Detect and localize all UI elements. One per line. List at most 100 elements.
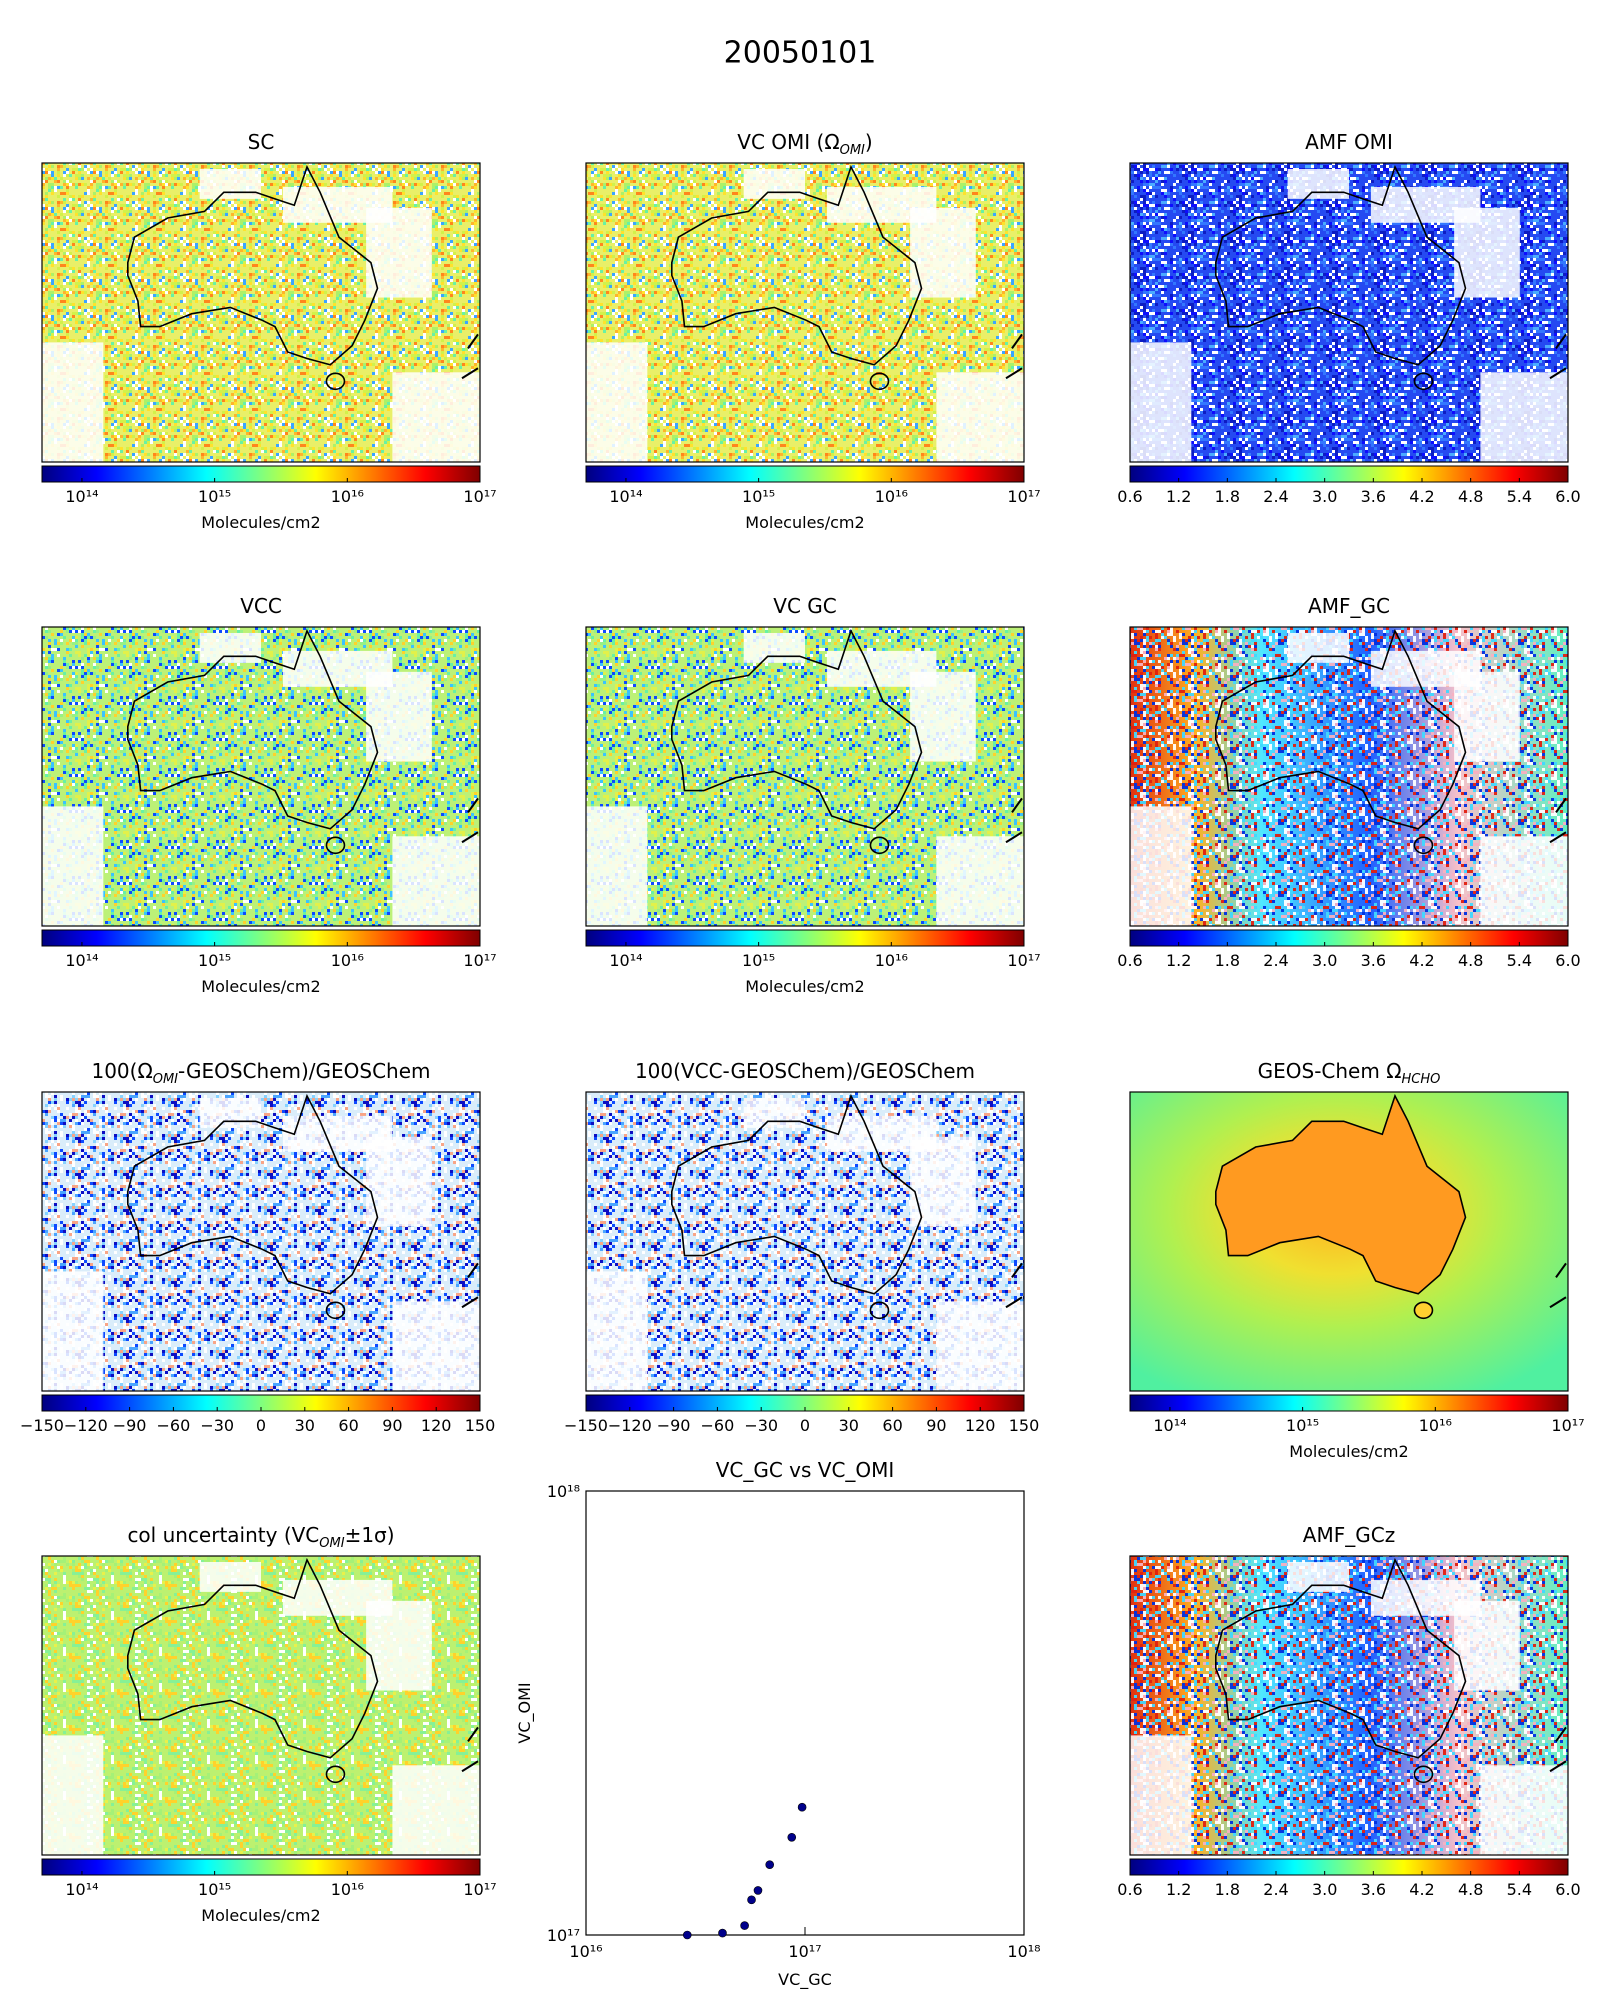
colorbar-tick-label: −120 — [608, 1416, 652, 1435]
colorbar-tick-label: 90 — [382, 1416, 402, 1435]
title-part: GEOS-Chem Ω — [1258, 1059, 1402, 1083]
scatter-point — [753, 1886, 763, 1895]
tasmania — [325, 372, 346, 391]
panel-title: col uncertainty (VCOMI±1σ) — [127, 1523, 394, 1551]
colorbar-tick-label: 10¹⁶ — [331, 1880, 364, 1899]
coastline-nz — [1549, 797, 1567, 844]
colorbar-label: Molecules/cm2 — [201, 977, 320, 996]
no-data — [1480, 372, 1568, 462]
no-data — [936, 1301, 1024, 1391]
no-data — [1130, 806, 1192, 926]
colorbar-tick-label: 10¹⁵ — [742, 951, 775, 970]
colorbar — [41, 465, 481, 483]
no-data — [936, 372, 1024, 462]
colorbar — [1129, 1858, 1569, 1876]
map-frame — [41, 162, 481, 463]
colorbar-tick-label: 4.2 — [1409, 487, 1434, 506]
no-data — [1480, 836, 1568, 926]
colorbar-tick-label: 10¹⁴ — [609, 951, 642, 970]
no-data — [199, 168, 261, 199]
colorbar-label: Molecules/cm2 — [201, 1906, 320, 1925]
no-data — [1454, 207, 1520, 298]
coastline-nz — [461, 797, 479, 844]
scatter-point — [718, 1928, 727, 1938]
scatter-point — [787, 1832, 797, 1842]
coastline — [1215, 628, 1467, 830]
coastline — [1215, 1557, 1467, 1759]
panel-title: GEOS-Chem ΩHCHO — [1258, 1059, 1441, 1087]
no-data — [199, 632, 261, 663]
no-data — [42, 342, 104, 462]
coastline-nz — [1549, 1262, 1567, 1309]
colorbar-tick-label: 3.0 — [1312, 1880, 1337, 1899]
colorbar-tick-label: 2.4 — [1263, 487, 1288, 506]
no-data — [586, 1271, 648, 1391]
no-data — [1454, 1600, 1520, 1691]
colorbar-tick-label: −60 — [157, 1416, 191, 1435]
title-subscript: HCHO — [1401, 1072, 1440, 1087]
tasmania — [869, 1301, 890, 1320]
title-part: VC_GC vs VC_OMI — [716, 1458, 895, 1482]
coastline-nz — [1005, 1262, 1023, 1309]
scatter-point — [740, 1921, 749, 1930]
no-data — [586, 342, 648, 462]
colorbar-tick-label: 10¹⁶ — [331, 951, 364, 970]
colorbar-tick-label: 1.2 — [1166, 1880, 1191, 1899]
colorbar-tick-label: −30 — [744, 1416, 778, 1435]
colorbar-tick-label: 6.0 — [1555, 951, 1580, 970]
colorbar-tick-label: −30 — [200, 1416, 234, 1435]
title-part: AMF OMI — [1305, 130, 1393, 154]
coastline-nz — [461, 333, 479, 380]
colorbar-tick-label: 10¹⁶ — [875, 951, 908, 970]
panel-title: VC OMI (ΩOMI) — [737, 130, 872, 158]
no-data — [366, 671, 432, 762]
colorbar-tick-label: 4.8 — [1458, 951, 1483, 970]
title-part: ±1σ) — [345, 1523, 395, 1547]
coastline — [1215, 164, 1467, 366]
no-data — [743, 632, 805, 663]
figure-title: 20050101 — [724, 36, 877, 71]
no-data — [1130, 342, 1192, 462]
no-data — [1287, 168, 1349, 199]
tasmania — [869, 372, 890, 391]
colorbar-tick-label: 0.6 — [1117, 951, 1142, 970]
map-frame — [1129, 626, 1569, 927]
colorbar-tick-label: 10¹⁵ — [198, 951, 231, 970]
no-data — [936, 836, 1024, 926]
scatter-point — [747, 1895, 756, 1905]
colorbar-tick-label: −90 — [113, 1416, 147, 1435]
coastline-nz — [1005, 333, 1023, 380]
map-frame — [41, 1555, 481, 1856]
colorbar-label: Molecules/cm2 — [745, 513, 864, 532]
colorbar-tick-label: 150 — [1009, 1416, 1040, 1435]
no-data — [910, 1136, 976, 1227]
colorbar-label: Molecules/cm2 — [745, 977, 864, 996]
no-data — [42, 1735, 104, 1855]
panel-title: AMF OMI — [1305, 130, 1393, 154]
colorbar-tick-label: 10¹⁴ — [65, 487, 98, 506]
colorbar-tick-label: 0.6 — [1117, 487, 1142, 506]
colorbar-tick-label: 3.6 — [1361, 487, 1386, 506]
y-tick-label: 10¹⁸ — [547, 1482, 580, 1501]
colorbar-tick-label: 1.8 — [1215, 951, 1240, 970]
colorbar-tick-label: 5.4 — [1507, 1880, 1532, 1899]
colorbar-tick-label: 10¹⁶ — [875, 487, 908, 506]
no-data — [392, 836, 480, 926]
title-subscript: OMI — [840, 143, 865, 158]
colorbar — [41, 1858, 481, 1876]
tasmania — [1413, 1765, 1434, 1784]
panel-title: 100(VCC-GEOSChem)/GEOSChem — [635, 1059, 975, 1083]
no-data — [392, 1301, 480, 1391]
x-tick-label: 10¹⁷ — [788, 1942, 821, 1961]
panel-title: VC_GC vs VC_OMI — [716, 1458, 895, 1482]
colorbar-tick-label: 10¹⁴ — [609, 487, 642, 506]
colorbar-tick-label: −60 — [701, 1416, 735, 1435]
title-part: ) — [865, 130, 873, 154]
panel-title: SC — [248, 130, 275, 154]
map-frame — [41, 1091, 481, 1392]
colorbar-tick-label: 4.8 — [1458, 1880, 1483, 1899]
colorbar — [1129, 929, 1569, 947]
colorbar-tick-label: 1.8 — [1215, 1880, 1240, 1899]
title-subscript: OMI — [319, 1536, 344, 1551]
